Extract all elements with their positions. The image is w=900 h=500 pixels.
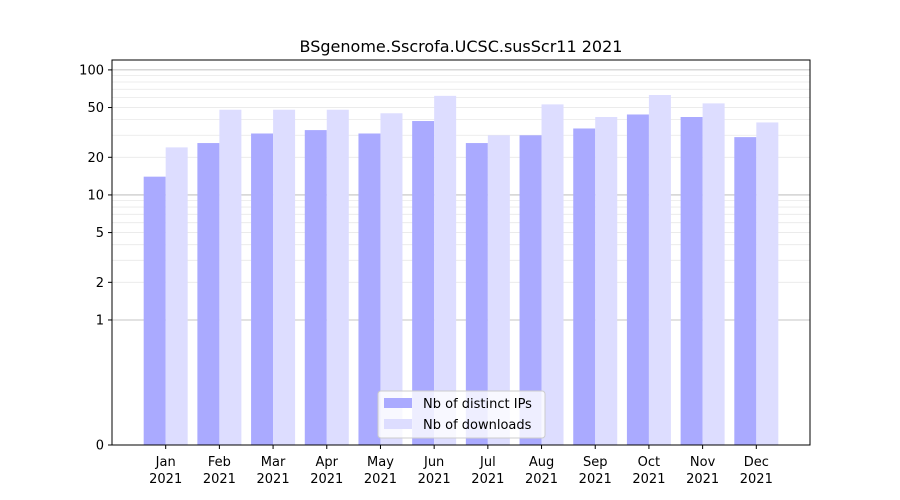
bar-downloads-dec bbox=[756, 122, 779, 445]
x-tick-label-year: 2021 bbox=[149, 472, 182, 487]
chart-title: BSgenome.Sscrofa.UCSC.susScr11 2021 bbox=[300, 37, 623, 56]
y-tick-label: 1 bbox=[96, 313, 104, 328]
legend-label: Nb of downloads bbox=[423, 418, 532, 433]
x-tick-label-year: 2021 bbox=[740, 472, 773, 487]
bar-downloads-apr bbox=[326, 109, 349, 445]
bar-downloads-jan bbox=[165, 147, 188, 446]
y-tick-label: 0 bbox=[96, 439, 104, 454]
x-tick-label-month: Mar bbox=[261, 455, 286, 470]
bar-distinct-ips-nov bbox=[680, 117, 703, 445]
y-tick-label: 50 bbox=[87, 101, 104, 116]
x-tick-label-year: 2021 bbox=[632, 472, 665, 487]
bar-distinct-ips-mar bbox=[251, 133, 274, 445]
bar-downloads-nov bbox=[702, 103, 725, 446]
x-tick-label-month: Feb bbox=[208, 455, 231, 470]
bar-distinct-ips-jun bbox=[412, 121, 435, 446]
bar-distinct-ips-sep bbox=[573, 128, 596, 445]
legend: Nb of distinct IPs Nb of downloads bbox=[377, 390, 546, 439]
x-tick-label-year: 2021 bbox=[257, 472, 290, 487]
x-tick-label-year: 2021 bbox=[579, 472, 612, 487]
x-tick-label-year: 2021 bbox=[364, 472, 397, 487]
bar-downloads-aug bbox=[541, 104, 564, 445]
y-tick-label: 2 bbox=[96, 276, 104, 291]
bar-distinct-ips-feb bbox=[197, 143, 220, 445]
y-tick-label: 5 bbox=[96, 226, 104, 241]
x-tick-label-month: Nov bbox=[690, 455, 716, 470]
x-tick-label-month: Jun bbox=[423, 455, 444, 470]
legend-box bbox=[377, 390, 546, 439]
bar-distinct-ips-jan bbox=[143, 176, 166, 445]
x-tick-label-month: Jan bbox=[155, 455, 176, 470]
x-tick-label-month: Dec bbox=[744, 455, 769, 470]
y-tick-label: 20 bbox=[87, 151, 104, 166]
x-axis: Jan 2021 Feb 2021 Mar 2021 Apr 2021 May 2021 Jun 20… bbox=[149, 445, 773, 487]
bar-downloads-feb bbox=[219, 109, 242, 445]
x-tick-label-year: 2021 bbox=[686, 472, 719, 487]
y-axis: 0 1 2 5 10 20 50 100 bbox=[79, 63, 112, 454]
bar-distinct-ips-oct bbox=[626, 114, 649, 445]
plot-frame bbox=[111, 59, 811, 446]
bar-distinct-ips-dec bbox=[734, 137, 757, 445]
legend-label: Nb of distinct IPs bbox=[423, 397, 532, 412]
bar-distinct-ips-may bbox=[358, 133, 381, 445]
bar-distinct-ips-aug bbox=[519, 135, 542, 445]
bar-downloads-may bbox=[380, 113, 403, 445]
x-tick-label-month: Jul bbox=[479, 455, 496, 470]
bar-downloads-sep bbox=[595, 117, 618, 445]
x-tick-label-year: 2021 bbox=[525, 472, 558, 487]
bar-downloads-jun bbox=[434, 95, 457, 446]
x-tick-label-month: Sep bbox=[583, 455, 608, 470]
legend-swatch bbox=[384, 419, 412, 429]
bar-distinct-ips-apr bbox=[304, 130, 327, 445]
legend-swatch bbox=[384, 398, 412, 408]
x-tick-label-year: 2021 bbox=[203, 472, 236, 487]
x-tick-label-month: May bbox=[367, 455, 394, 470]
x-tick-label-year: 2021 bbox=[418, 472, 451, 487]
y-tick-label: 10 bbox=[87, 188, 104, 203]
x-tick-label-month: Oct bbox=[638, 455, 660, 470]
y-tick-label: 100 bbox=[79, 63, 104, 78]
bar-downloads-jul bbox=[487, 135, 510, 445]
x-tick-label-month: Apr bbox=[316, 455, 339, 470]
bar-downloads-oct bbox=[648, 94, 671, 446]
bar-downloads-mar bbox=[273, 109, 296, 445]
x-tick-label-year: 2021 bbox=[310, 472, 343, 487]
bars bbox=[143, 94, 779, 446]
bar-distinct-ips-jul bbox=[465, 143, 488, 445]
x-tick-label-month: Aug bbox=[529, 455, 554, 470]
x-tick-label-year: 2021 bbox=[471, 472, 504, 487]
